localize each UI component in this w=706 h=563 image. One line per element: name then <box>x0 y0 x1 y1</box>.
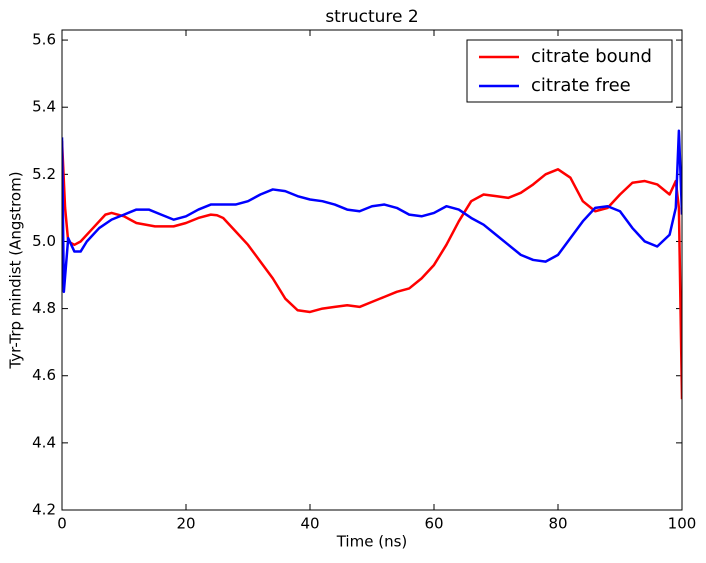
y-tick-label: 5.4 <box>32 98 56 116</box>
y-tick-label: 4.4 <box>32 433 56 451</box>
legend-label: citrate bound <box>531 46 652 67</box>
legend-label: citrate free <box>531 75 631 96</box>
y-tick-label: 4.8 <box>32 299 56 317</box>
y-tick-label: 5.6 <box>32 31 56 49</box>
x-tick-label: 100 <box>668 515 697 533</box>
y-axis-label: Tyr-Trp mindist (Angstrom) <box>7 171 25 369</box>
x-tick-label: 0 <box>57 515 67 533</box>
x-tick-label: 40 <box>300 515 319 533</box>
x-tick-label: 20 <box>176 515 195 533</box>
x-tick-label: 80 <box>548 515 567 533</box>
legend-box <box>466 39 673 103</box>
x-tick-label: 60 <box>424 515 443 533</box>
y-tick-label: 5.2 <box>32 165 56 183</box>
plot-frame <box>61 29 683 511</box>
x-axis-label: Time (ns) <box>336 533 408 551</box>
series-line <box>62 129 682 294</box>
y-tick-label: 4.2 <box>32 501 56 519</box>
y-tick-label: 4.6 <box>32 366 56 384</box>
y-tick-label: 5.0 <box>32 232 56 250</box>
chart-title: structure 2 <box>325 7 418 27</box>
